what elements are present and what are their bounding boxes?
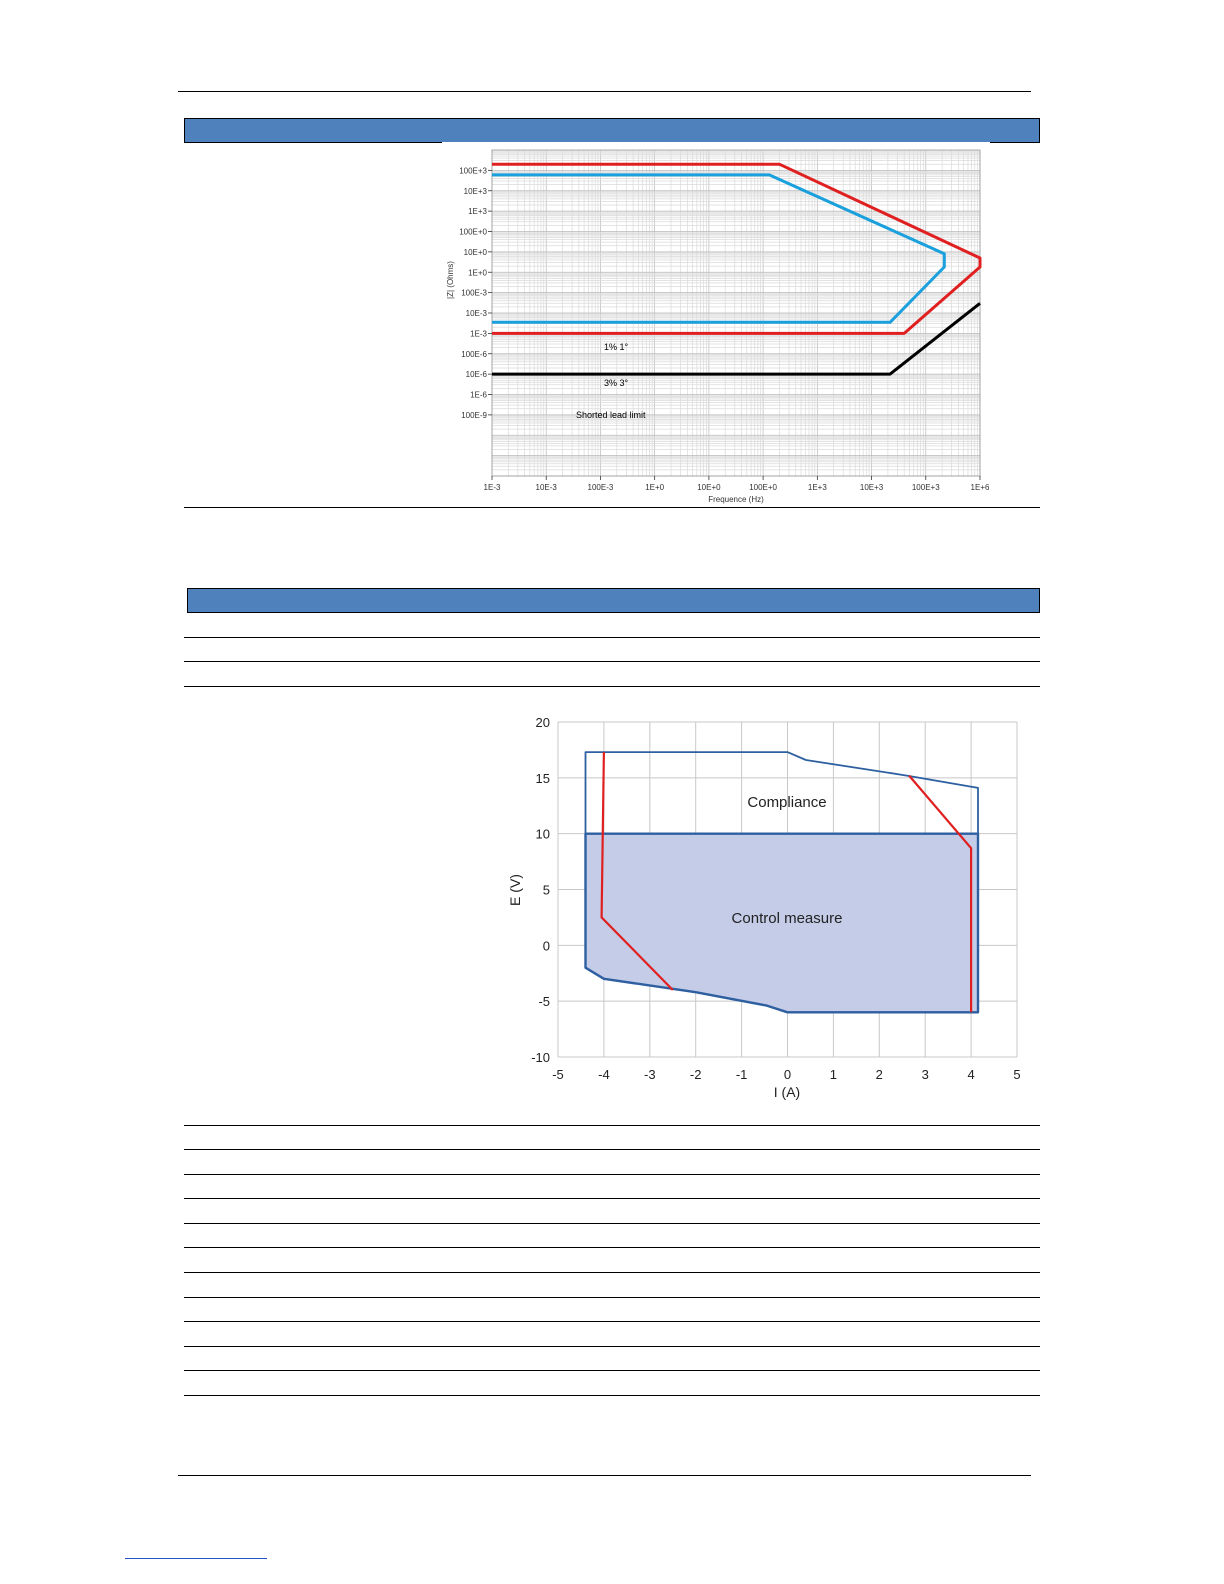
chart2-limit-line-1 xyxy=(908,774,973,1013)
chart1-y-tick-label: 10E+0 xyxy=(464,248,488,257)
annotation-shorted-lead: Shorted lead limit xyxy=(576,410,646,420)
section-bar-1 xyxy=(184,118,1040,143)
chart1-y-ticks: 100E+3 10E+3 1E+3 100E+0 10E+0 1E+0 100E-3 10E-… xyxy=(459,166,492,420)
chart2-x-tick-label: -4 xyxy=(598,1067,610,1082)
chart1-y-tick-label: 10E+3 xyxy=(464,187,488,196)
table-rule xyxy=(184,1174,1040,1175)
chart2-x-tick-label: 4 xyxy=(967,1067,974,1082)
table-rule xyxy=(184,1223,1040,1224)
table-rule xyxy=(184,1346,1040,1347)
chart2-limit-line-0 xyxy=(600,752,674,991)
table-rule xyxy=(184,1198,1040,1199)
chart2-y-tick-label: 0 xyxy=(543,938,550,953)
table-rule xyxy=(184,1321,1040,1322)
chart2-x-tick-label: -2 xyxy=(690,1067,702,1082)
table-rule xyxy=(184,1370,1040,1371)
chart2-x-tick-label: -3 xyxy=(644,1067,656,1082)
page-header-rule xyxy=(178,91,1031,92)
chart1-x-tick-label: 100E+3 xyxy=(912,483,940,492)
chart1-x-tick-label: 100E-3 xyxy=(588,483,614,492)
table-rule xyxy=(184,1149,1040,1150)
chart2-x-tick-label: 2 xyxy=(876,1067,883,1082)
chart1-series xyxy=(492,162,982,376)
chart2-y-tick-label: 5 xyxy=(543,883,550,898)
table-rule xyxy=(184,686,1040,687)
chart1-x-tick-label: 10E+0 xyxy=(697,483,721,492)
chart2-y-ticks: -10 -5 0 5 10 15 20 xyxy=(531,715,550,1065)
chart1-y-tick-label: 100E-6 xyxy=(461,350,487,359)
table-rule xyxy=(184,1395,1040,1396)
chart1-y-tick-label: 10E-3 xyxy=(466,309,488,318)
chart1-series-line-1 xyxy=(492,173,946,324)
chart1-x-label: Frequence (Hz) xyxy=(708,495,764,504)
chart1-y-label: |Z| (Ohms) xyxy=(446,261,455,299)
chart1-y-tick-label: 1E-6 xyxy=(470,391,487,400)
impedance-accuracy-chart: 100E+3 10E+3 1E+3 100E+0 10E+0 1E+0 100E-3 10E-… xyxy=(442,142,990,506)
chart1-x-tick-label: 1E+0 xyxy=(645,483,664,492)
chart2-regions xyxy=(584,751,980,1014)
chart2-y-tick-label: 15 xyxy=(536,771,550,786)
chart1-series-line-0 xyxy=(492,162,982,335)
section-1-bottom-rule xyxy=(184,507,1040,508)
chart2-x-tick-label: 5 xyxy=(1013,1067,1020,1082)
chart2-y-tick-label: 10 xyxy=(536,827,550,842)
chart1-x-tick-label: 10E+3 xyxy=(860,483,884,492)
chart2-y-tick-label: -10 xyxy=(531,1050,550,1065)
region-label-compliance: Compliance xyxy=(747,794,826,811)
chart2-series xyxy=(600,752,973,1013)
region-label-control-measure: Control measure xyxy=(732,910,843,927)
annotation-3pct: 3% 3° xyxy=(604,378,629,388)
table-rule xyxy=(184,1297,1040,1298)
chart1-y-tick-label: 100E-9 xyxy=(461,411,487,420)
chart1-y-tick-label: 10E-6 xyxy=(466,370,488,379)
chart1-y-tick-label: 100E-3 xyxy=(461,289,487,298)
chart2-y-label: E (V) xyxy=(507,874,523,906)
chart1-y-tick-label: 1E-3 xyxy=(470,329,487,338)
chart1-x-ticks: 1E-3 10E-3 100E-3 1E+0 10E+0 100E+0 1E+3 10E+3 1… xyxy=(484,476,990,492)
chart1-x-tick-label: 1E+3 xyxy=(808,483,827,492)
chart1-x-tick-label: 10E-3 xyxy=(536,483,558,492)
chart2-x-tick-label: -1 xyxy=(736,1067,748,1082)
chart2-x-label: I (A) xyxy=(774,1084,800,1100)
table-rule xyxy=(184,661,1040,662)
section-bar-2 xyxy=(187,588,1040,613)
table-rule xyxy=(184,1272,1040,1273)
chart2-x-tick-label: 0 xyxy=(784,1067,791,1082)
chart1-series-line-2 xyxy=(492,302,981,376)
annotation-1pct: 1% 1° xyxy=(604,342,629,352)
chart1-x-tick-label: 1E+6 xyxy=(971,483,990,492)
table-rule xyxy=(184,1247,1040,1248)
chart1-y-tick-label: 100E+3 xyxy=(459,166,487,175)
chart1-y-tick-label: 1E+0 xyxy=(468,268,487,277)
footer-link-underline xyxy=(125,1558,267,1559)
chart1-x-tick-label: 1E-3 xyxy=(484,483,501,492)
chart2-x-ticks: -5 -4 -3 -2 -1 0 1 2 3 4 5 xyxy=(552,1067,1020,1082)
chart2-y-tick-label: 20 xyxy=(536,715,550,730)
table-rule xyxy=(184,637,1040,638)
chart1-y-tick-label: 1E+3 xyxy=(468,207,487,216)
chart1-y-tick-label: 100E+0 xyxy=(459,228,487,237)
chart1-x-tick-label: 100E+0 xyxy=(749,483,777,492)
chart2-x-tick-label: 1 xyxy=(830,1067,837,1082)
chart2-x-tick-label: -5 xyxy=(552,1067,564,1082)
page-footer-rule xyxy=(178,1475,1031,1476)
chart2-x-tick-label: 3 xyxy=(922,1067,929,1082)
chart2-y-tick-label: -5 xyxy=(538,994,550,1009)
compliance-region xyxy=(584,751,979,1014)
table-rule xyxy=(184,1125,1040,1126)
